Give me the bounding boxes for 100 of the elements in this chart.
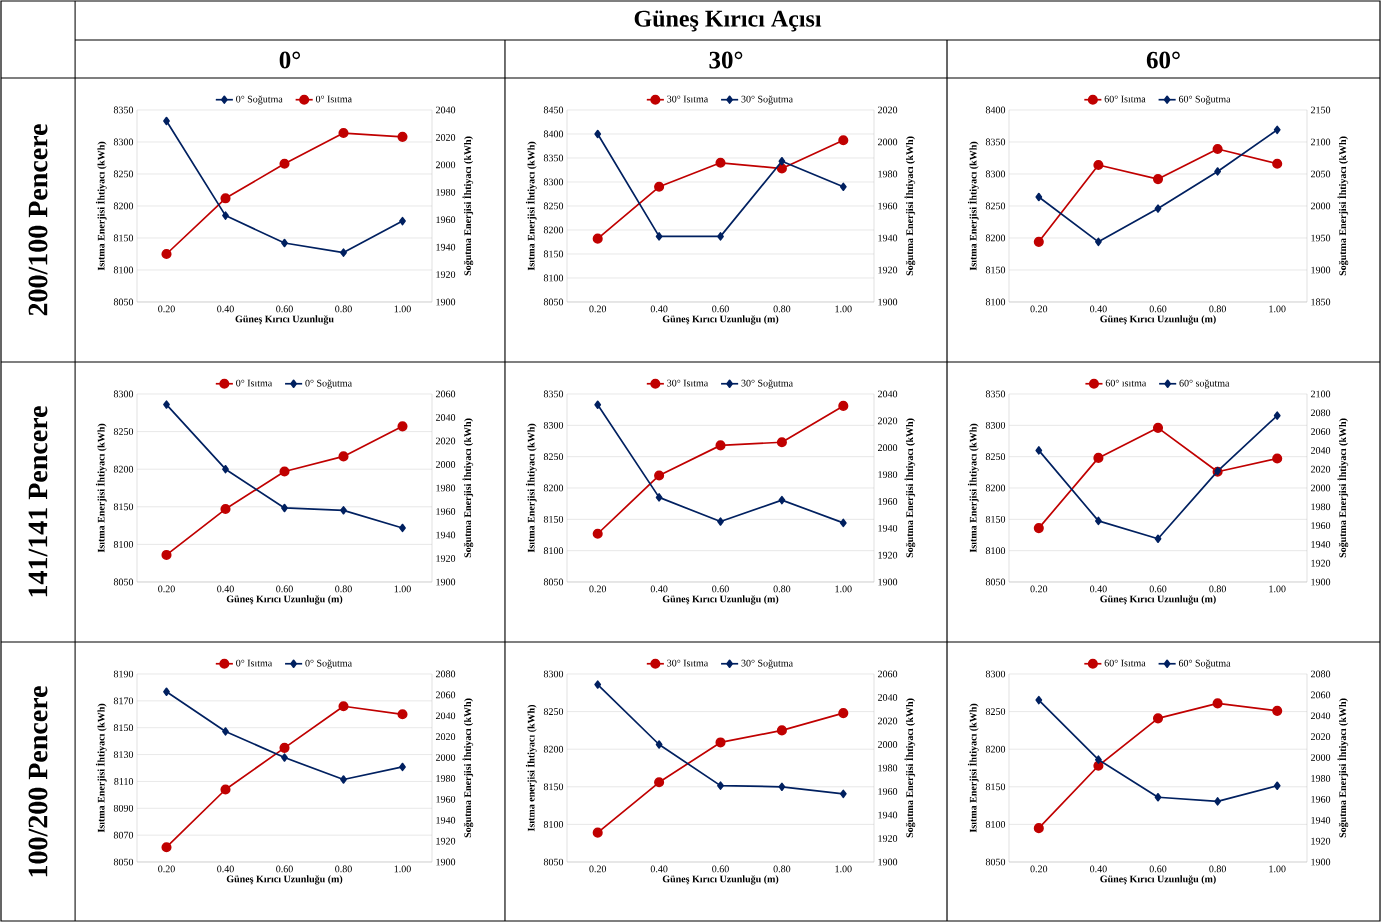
x-axis-title: Güneş Kırıcı Uzunluğu (m) <box>662 595 779 605</box>
y-tick-label: 8100 <box>985 298 1006 306</box>
y2-axis-title: Soğutma Enerjisi İhtiyacı (kWh) <box>462 136 474 276</box>
y2-tick-label: 2080 <box>1310 409 1331 417</box>
y2-tick-label: 2060 <box>877 670 898 678</box>
y-tick-label: 8300 <box>985 421 1006 429</box>
y-tick-label: 8150 <box>985 266 1006 274</box>
text: 30° <box>709 51 743 69</box>
y-axis-title: Isıtma Enerjisi İhtiyacı (kWh) <box>967 141 979 271</box>
x-tick-label: 1.00 <box>394 585 411 593</box>
y-tick-label: 8100 <box>985 821 1006 828</box>
x-tick-label: 1.00 <box>1269 585 1286 593</box>
y2-tick-label: 1900 <box>1311 266 1331 274</box>
y2-tick-label: 1900 <box>436 578 456 586</box>
y2-tick-label: 2000 <box>435 161 456 169</box>
y-tick-label: 8250 <box>985 708 1006 715</box>
text: Güneş Kırıcı Açısı <box>634 10 822 32</box>
y-tick-label: 8250 <box>543 453 564 461</box>
x-tick-label: 0.40 <box>1090 585 1107 593</box>
y-tick-label: 8110 <box>114 778 134 785</box>
legend-label: 30° Soğutma <box>741 659 793 669</box>
x-tick-label: 0.40 <box>650 865 668 873</box>
y2-tick-label: 2080 <box>1310 670 1331 678</box>
y2-tick-label: 2000 <box>435 754 456 761</box>
x-tick-label: 0.40 <box>217 305 234 313</box>
x-axis-title: Güneş Kırıcı Uzunluğu <box>235 315 334 325</box>
legend-label: 0° Soğutma <box>305 659 352 669</box>
y-tick-label: 8050 <box>543 298 564 306</box>
legend-label: 30° Isıtma <box>667 659 709 667</box>
y-tick-label: 8150 <box>985 515 1006 523</box>
y-tick-label: 8170 <box>113 697 134 705</box>
y-tick-label: 8250 <box>113 170 134 178</box>
text: 60° <box>1146 51 1180 69</box>
y2-tick-label: 1920 <box>878 266 898 274</box>
y2-tick-label: 2040 <box>877 390 898 398</box>
y2-tick-label: 1960 <box>436 795 456 803</box>
y2-tick-label: 1920 <box>878 835 898 842</box>
y-tick-label: 8050 <box>985 858 1006 866</box>
y2-tick-label: 1950 <box>1311 234 1331 242</box>
legend-label: 60° Isıtma <box>1104 659 1146 667</box>
y-tick-label: 8050 <box>113 578 134 586</box>
y-tick-label: 8450 <box>543 106 564 114</box>
y-tick-label: 8150 <box>113 234 134 242</box>
x-tick-label: 0.80 <box>773 585 791 593</box>
y2-tick-label: 1920 <box>436 837 456 845</box>
y-tick-label: 8100 <box>113 266 134 274</box>
y2-tick-label: 1980 <box>1311 775 1331 782</box>
y-tick-label: 8350 <box>543 390 564 398</box>
y2-tick-label: 2100 <box>1310 390 1331 398</box>
x-tick-label: 1.00 <box>394 305 411 313</box>
y-tick-label: 8250 <box>113 428 134 435</box>
y-tick-label: 8050 <box>543 858 564 866</box>
y-tick-label: 8100 <box>985 547 1006 555</box>
x-axis-title: Güneş Kırıcı Uzunluğu (m) <box>1100 875 1216 885</box>
x-axis-title: Güneş Kırıcı Uzunluğu (m) <box>1100 315 1216 325</box>
y-axis-title: Isıtma Enerjisi İhtiyacı (kWh) <box>95 423 107 553</box>
x-tick-label: 1.00 <box>835 585 852 593</box>
y-tick-label: 8250 <box>543 202 564 210</box>
y2-tick-label: 1940 <box>878 234 898 242</box>
y2-tick-label: 1960 <box>878 788 898 795</box>
y-axis-title: Isıtma enerjisi İhtiyacı (kWh) <box>525 704 537 832</box>
y2-tick-label: 2020 <box>877 717 898 725</box>
y2-tick-label: 1920 <box>878 551 898 559</box>
y-tick-label: 8150 <box>543 783 564 791</box>
y2-tick-label: 2020 <box>1310 465 1331 473</box>
y2-tick-label: 1960 <box>878 202 898 210</box>
x-tick-label: 0.60 <box>712 865 729 873</box>
y-tick-label: 8250 <box>985 453 1006 461</box>
x-tick-label: 0.60 <box>276 305 293 313</box>
y-tick-label: 8130 <box>113 751 134 758</box>
x-tick-label: 1.00 <box>394 865 411 873</box>
y-tick-label: 8070 <box>113 831 134 839</box>
y-tick-label: 8300 <box>985 670 1006 678</box>
y-axis-title: Isıtma Enerjisi İhtiyacı (kWh) <box>967 423 979 553</box>
y-tick-label: 8400 <box>985 106 1006 114</box>
y2-tick-label: 2000 <box>877 444 898 452</box>
y2-tick-label: 1940 <box>436 531 456 539</box>
y-tick-label: 8250 <box>985 202 1006 210</box>
x-tick-label: 0.20 <box>1030 305 1048 313</box>
y2-axis-title: Soğutma Enerjisi İhtiyacı (kWh) <box>904 136 916 276</box>
y-tick-label: 8300 <box>985 170 1006 178</box>
x-tick-label: 0.80 <box>773 865 791 873</box>
y2-tick-label: 1900 <box>878 858 898 866</box>
x-tick-label: 0.20 <box>1030 585 1048 593</box>
legend-label: 60° soğutma <box>1179 379 1230 389</box>
y2-axis-title: Soğutma Enerjisi İhtiyacı (kWh) <box>1337 698 1349 838</box>
y2-tick-label: 1980 <box>1311 503 1331 511</box>
y2-tick-label: 2000 <box>877 138 898 146</box>
x-tick-label: 0.20 <box>589 585 607 593</box>
x-tick-label: 0.80 <box>1209 305 1226 313</box>
x-tick-label: 0.80 <box>1209 865 1226 873</box>
y-tick-label: 8150 <box>113 724 134 732</box>
y2-axis-title: Soğutma Enerjisi İhtiyacı (kWh) <box>904 698 916 838</box>
x-tick-label: 0.20 <box>158 865 175 873</box>
y-axis-title: Isıtma Enerjisi İhtiyacı (kWh) <box>525 423 537 553</box>
y-tick-label: 8200 <box>985 484 1006 492</box>
y2-tick-label: 2060 <box>1310 691 1331 699</box>
y-axis-title: Isıtma Enerjisi İhtiyacı (kWh) <box>967 703 979 833</box>
y2-axis-title: Soğutma Enerjisi İhtiyacı (kWh) <box>904 418 916 558</box>
y2-tick-label: 2040 <box>1310 447 1331 454</box>
